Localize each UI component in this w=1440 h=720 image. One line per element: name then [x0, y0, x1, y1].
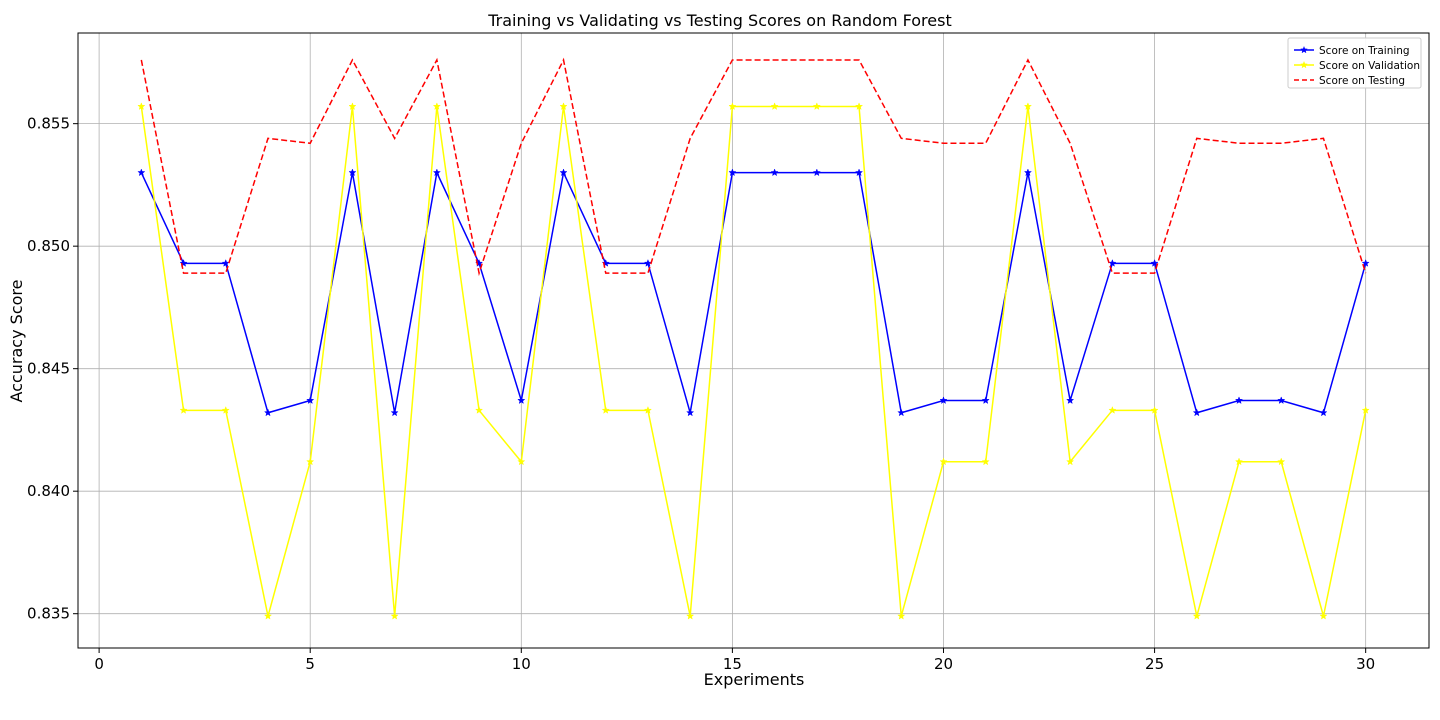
data-point: [1192, 611, 1201, 620]
data-point: [854, 168, 864, 177]
legend: Score on Training Score on Validation Scor…: [1287, 37, 1422, 89]
data-point: [390, 611, 399, 620]
data-point: [897, 611, 906, 620]
data-point: [432, 168, 441, 177]
y-tick-label: 0.840: [27, 482, 70, 500]
data-point: [981, 396, 990, 405]
data-point: [432, 102, 441, 110]
legend-item: Score on Training: [1294, 45, 1410, 57]
y-axis: 0.835 0.840 0.845 0.850 0.855: [27, 115, 78, 623]
data-point: [1361, 259, 1370, 267]
legend-label: Score on Testing: [1319, 75, 1405, 87]
chart-title: Training vs Validating vs Testing Scores…: [487, 11, 951, 30]
series-line: [140, 105, 1367, 617]
data-point: [179, 406, 188, 414]
legend-marker: [1300, 60, 1308, 69]
data-point: [517, 396, 526, 405]
series-score-on-validation: [137, 102, 1370, 620]
y-tick-label: 0.835: [27, 605, 70, 623]
data-point: [939, 457, 948, 466]
data-point: [1319, 611, 1328, 620]
data-point: [1234, 396, 1244, 405]
data-point: [179, 259, 188, 267]
data-point: [263, 611, 273, 620]
data-point: [1023, 168, 1033, 177]
data-point: [1023, 102, 1033, 110]
data-point: [390, 408, 399, 417]
data-point: [812, 168, 821, 177]
x-tick-label: 25: [1145, 655, 1164, 673]
x-tick-label: 5: [305, 655, 315, 673]
data-point: [348, 102, 357, 110]
legend-label: Score on Training: [1319, 45, 1410, 57]
data-point: [1319, 408, 1328, 417]
data-point: [728, 168, 737, 177]
data-point: [1108, 259, 1117, 267]
data-point: [601, 406, 610, 414]
legend-item: Score on Testing: [1294, 75, 1405, 87]
x-axis-label: Experiments: [704, 670, 805, 689]
data-point: [137, 168, 146, 177]
x-tick-label: 10: [512, 655, 531, 673]
legend-marker: [1300, 45, 1308, 54]
legend-box: [1287, 37, 1422, 89]
legend-label: Score on Validation: [1319, 60, 1420, 72]
y-tick-label: 0.855: [27, 115, 70, 133]
data-point: [1150, 259, 1159, 267]
data-point: [939, 396, 948, 405]
x-tick-label: 30: [1356, 655, 1375, 673]
data-point: [306, 457, 315, 466]
data-point: [770, 102, 779, 110]
data-point: [854, 102, 864, 110]
data-point: [981, 457, 990, 466]
data-point: [1066, 457, 1075, 466]
series-layer: [137, 57, 1370, 620]
data-point: [643, 259, 653, 267]
data-point: [306, 396, 315, 405]
y-axis-label: Accuracy Score: [7, 280, 26, 403]
data-point: [263, 408, 273, 417]
data-point: [770, 168, 779, 177]
data-point: [1192, 408, 1201, 417]
series-line: [140, 57, 1367, 277]
data-point: [1066, 396, 1075, 405]
series-score-on-testing: [140, 57, 1367, 277]
data-point: [1150, 406, 1159, 414]
data-point: [897, 408, 906, 417]
data-point: [728, 102, 737, 110]
data-point: [686, 611, 695, 620]
data-point: [221, 259, 230, 267]
x-tick-label: 15: [723, 655, 742, 673]
legend-item: Score on Validation: [1294, 60, 1420, 72]
data-point: [474, 406, 484, 414]
data-point: [137, 102, 146, 110]
data-point: [643, 406, 653, 414]
grid: [78, 33, 1429, 648]
x-axis: 0 5 10 15 20 25 30: [94, 648, 1375, 673]
y-tick-label: 0.845: [27, 360, 70, 378]
data-point: [812, 102, 821, 110]
plot-frame: [77, 32, 1430, 649]
data-point: [1277, 396, 1286, 405]
y-tick-label: 0.850: [27, 237, 70, 255]
data-point: [348, 168, 357, 177]
series-line: [140, 170, 1367, 414]
data-point: [559, 102, 568, 110]
data-point: [1108, 406, 1117, 414]
data-point: [517, 457, 526, 466]
x-tick-label: 20: [934, 655, 953, 673]
x-tick-label: 0: [94, 655, 104, 673]
data-point: [1234, 457, 1244, 466]
data-point: [559, 168, 568, 177]
data-point: [1361, 406, 1370, 414]
series-score-on-training: [137, 168, 1370, 417]
data-point: [221, 406, 230, 414]
data-point: [686, 408, 695, 417]
data-point: [1277, 457, 1286, 466]
